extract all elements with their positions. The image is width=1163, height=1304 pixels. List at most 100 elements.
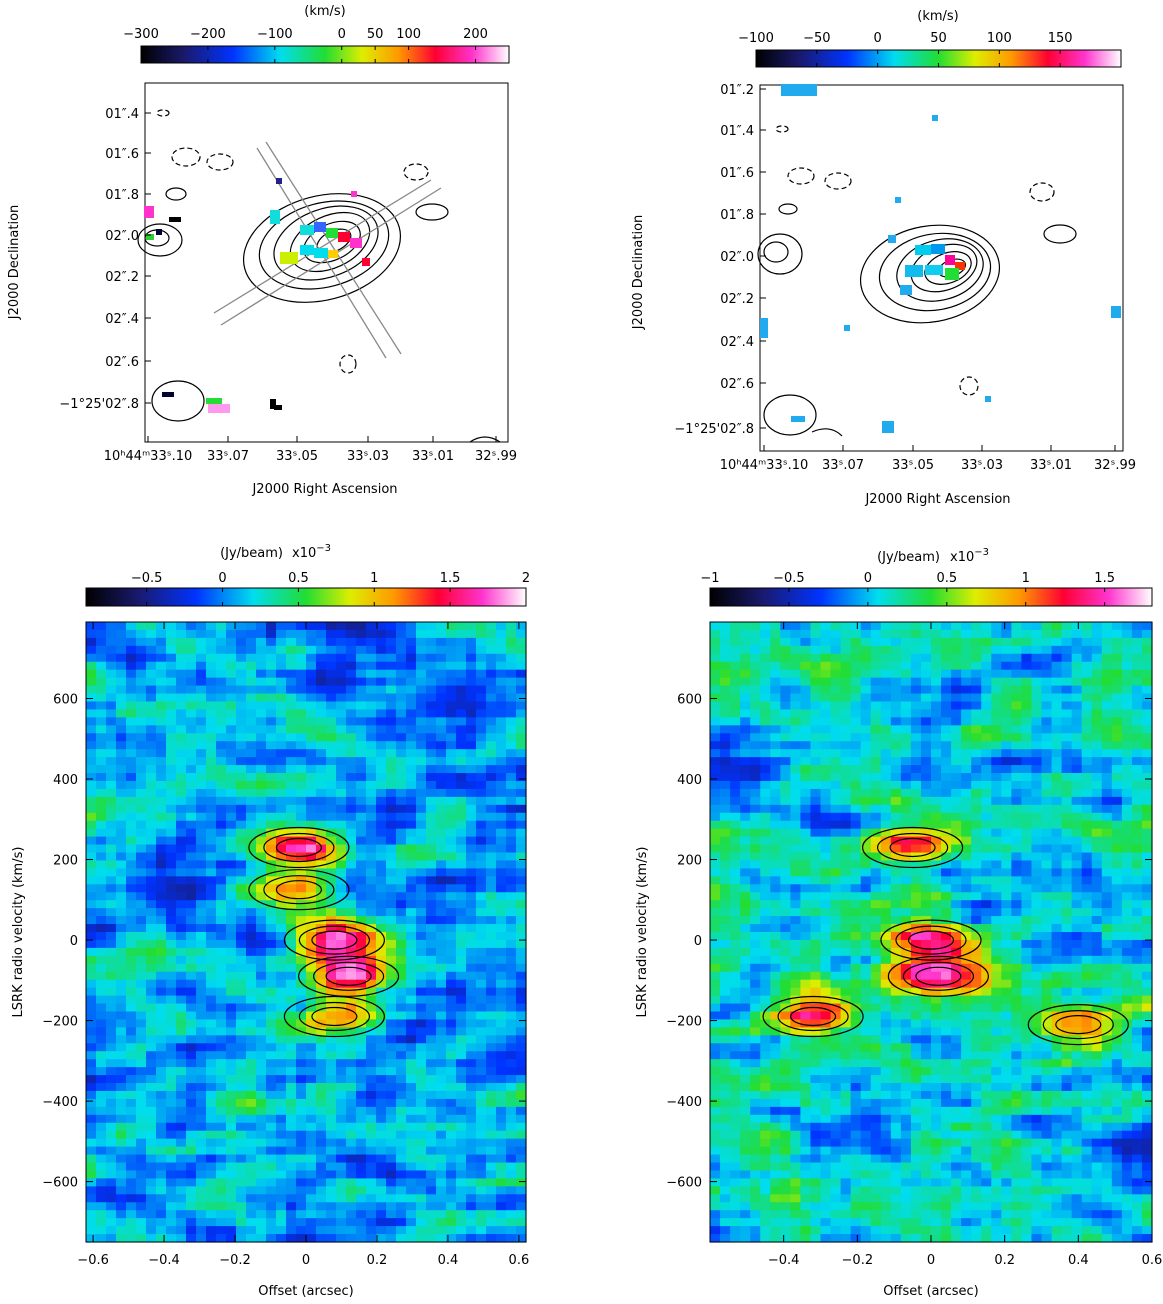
pv-cell [951,709,962,718]
pv-cell [346,979,357,989]
pv-cell [790,749,802,758]
pv-cell [486,1019,497,1028]
pv-cell [286,1098,297,1108]
pv-cell [890,653,902,663]
pv-cell [116,812,127,822]
pv-cell [286,1146,297,1156]
pv-cell [1101,780,1113,790]
pv-cell [106,685,117,695]
pv-cell [386,979,397,989]
pv-cell [276,1234,287,1243]
pv-cell [1111,773,1123,782]
pv-cell [366,979,377,989]
pv-cell [486,884,497,893]
pv-cell [286,1003,297,1013]
pv-cell [790,685,802,695]
pv-cell [860,804,872,814]
pv-cell [456,1186,467,1195]
pv-cell [346,677,357,687]
pv-cell [216,1194,227,1203]
pv-cell [426,1003,437,1013]
pv-cell [1071,637,1083,647]
pv-cell [426,733,437,742]
pv-cell [106,725,117,734]
pv-cell [386,1043,397,1052]
pv-cell [316,836,327,846]
pv-cell [396,1114,407,1124]
pv-cell [116,629,127,639]
pv-cell [710,757,721,766]
pv-cell [770,653,781,663]
pv-cell [396,788,407,798]
pv-cell [86,645,97,655]
pv-cell [870,709,882,718]
pv-cell [810,836,822,846]
pv-cell [336,749,347,758]
pv-cell [136,963,147,973]
pv-cell [416,741,427,750]
pv-cell [236,971,247,981]
pv-cell [306,924,317,933]
pv-cell [406,693,417,703]
pv-cell [256,701,267,711]
pv-cell [426,653,437,663]
pv-cell [1051,685,1063,695]
pv-cell [991,622,1002,631]
pv-cell [476,916,487,925]
pv-cell [396,1130,407,1140]
pv-cell [1141,637,1153,647]
pv-cell [931,733,942,742]
pv-cell [820,860,832,870]
pv-cell [710,629,721,639]
pv-cell [256,884,267,893]
pv-cell [820,836,832,846]
pv-cell [506,796,517,806]
pv-cell [86,661,97,671]
pv-cell [236,963,247,973]
pv-cell [880,757,892,766]
pv-cell [1121,685,1133,695]
pv-cell [106,971,117,981]
pv-cell [326,669,337,679]
pv-cell [740,820,751,830]
pv-cell [931,725,942,734]
pv-cell [870,749,882,758]
pv-cell [486,669,497,679]
pv-cell [326,1194,337,1203]
pv-cell [276,1043,287,1052]
pv-cell [336,1234,347,1243]
pv-cell [216,629,227,639]
pv-cell [456,852,467,862]
pv-cell [436,1090,447,1100]
pv-cell [356,773,367,782]
pv-cell [186,804,197,814]
pv-cell [416,1146,427,1156]
pv-cell [1011,717,1023,726]
pv-cell [326,1075,337,1084]
pv-cell [456,932,467,941]
pv-cell [316,773,327,782]
pv-cell [386,796,397,806]
pv-cell [186,1122,197,1132]
pv-cell [176,1170,187,1180]
pv-cell [476,820,487,830]
pv-cell [456,741,467,750]
pv-cell [156,820,167,830]
pv-cell [146,1114,157,1124]
pv-cell [1111,788,1123,798]
pv-cell [446,796,457,806]
pv-cell [760,677,771,687]
pv-cell [276,1162,287,1172]
pv-cell [740,780,751,790]
pv-cell [286,1218,297,1227]
pv-cell [710,701,721,711]
pv-cell [216,669,227,679]
pv-cell [981,661,992,671]
pv-cell [1021,773,1033,782]
pv-cell [486,765,497,774]
pv-cell [366,852,377,862]
pv-cell [96,820,107,830]
pv-cell [356,757,367,766]
pv-cell [286,1011,297,1021]
pv-cell [800,788,812,798]
